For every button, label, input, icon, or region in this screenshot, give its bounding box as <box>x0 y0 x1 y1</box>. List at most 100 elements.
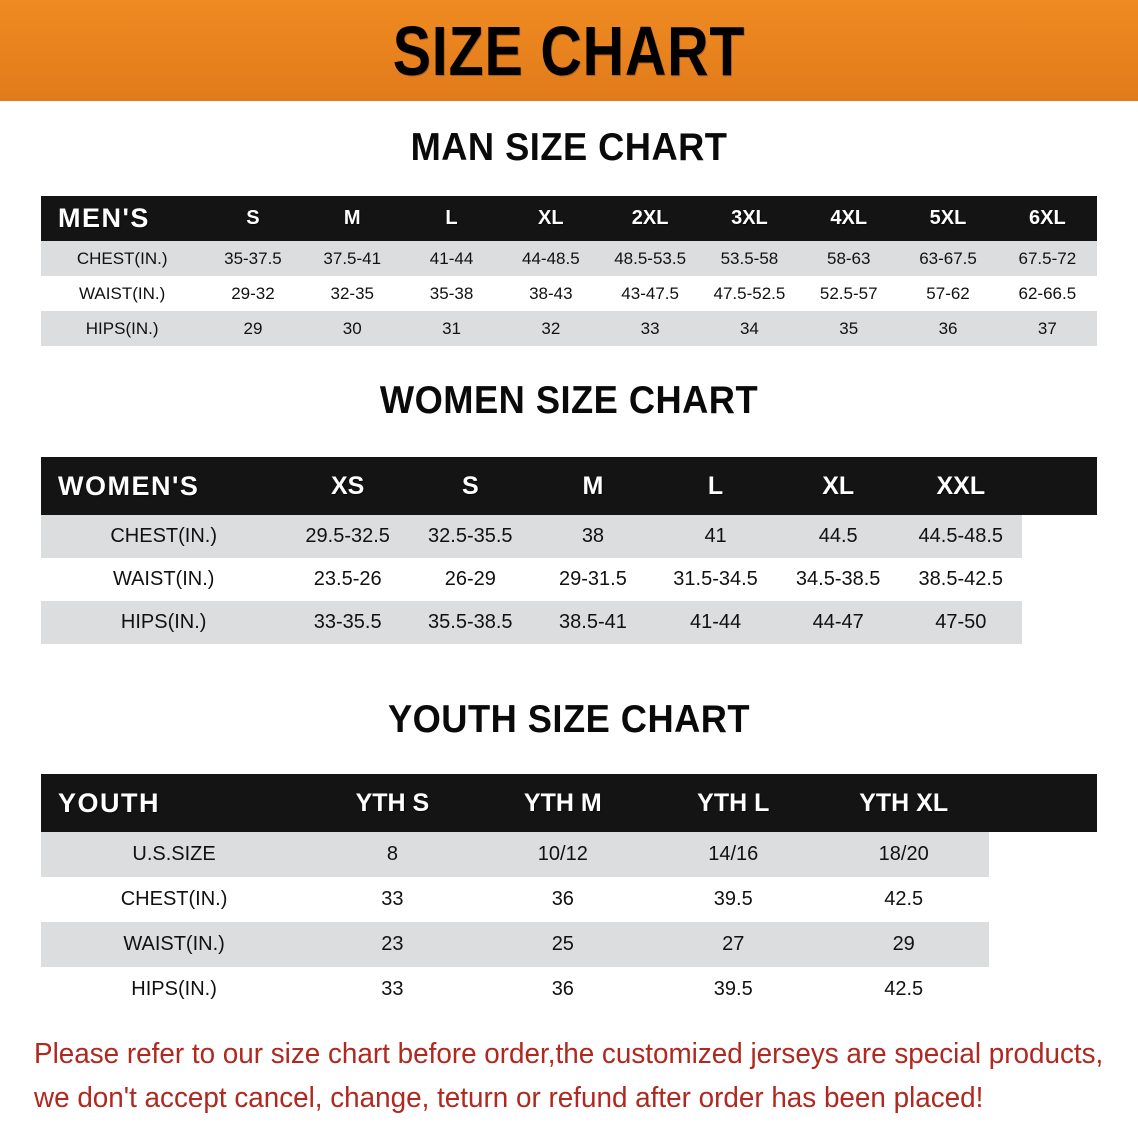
youth-cell-r3-c4: 29 <box>818 922 989 967</box>
women-cell-r2-c5: 34.5-38.5 <box>776 558 900 601</box>
women-size-table: WOMEN'S XS S M L XL XXL CHEST(IN.) 29.5-32.5 32.… <box>41 457 1097 644</box>
women-size-header-2: S <box>409 457 532 515</box>
man-row-label-3: HIPS(IN.) <box>41 311 204 346</box>
youth-cell-r3-c3: 27 <box>648 922 819 967</box>
youth-row-label-1: U.S.SIZE <box>41 832 308 877</box>
women-cell-r3-c4: 41-44 <box>654 601 777 644</box>
man-size-header-3: L <box>401 196 502 241</box>
women-cell-r3-c1: 33-35.5 <box>286 601 409 644</box>
youth-table-header: YOUTH YTH S YTH M YTH L YTH XL <box>41 774 1097 832</box>
man-cell-r2-c6: 47.5-52.5 <box>699 276 800 311</box>
women-cell-r3-c6: 47-50 <box>899 601 1023 644</box>
man-cell-r2-c9: 62-66.5 <box>997 276 1097 311</box>
women-table-corner-label: WOMEN'S <box>41 457 287 515</box>
youth-cell-r3-c2: 25 <box>477 922 649 967</box>
youth-size-table: YOUTH YTH S YTH M YTH L YTH XL U.S.SIZE 8 10/1… <box>41 774 1097 1012</box>
youth-size-header-4: YTH XL <box>818 774 989 832</box>
return-policy-line-1: Please refer to our size chart before or… <box>34 1038 1104 1070</box>
women-cell-r2-c1: 23.5-26 <box>286 558 409 601</box>
youth-header-row: YOUTH YTH S YTH M YTH L YTH XL <box>41 774 1097 832</box>
youth-cell-r3-c1: 23 <box>307 922 478 967</box>
man-table-row: CHEST(IN.) 35-37.5 37.5-41 41-44 44-48.5 48.5… <box>41 241 1097 276</box>
man-cell-r3-c7: 35 <box>799 311 899 346</box>
man-cell-r2-c4: 38-43 <box>501 276 601 311</box>
youth-cell-r1-c1: 8 <box>307 832 478 877</box>
women-cell-r1-c2: 32.5-35.5 <box>409 515 532 558</box>
women-section-title: WOMEN SIZE CHART <box>379 379 759 422</box>
youth-cell-r2-c1: 33 <box>307 877 478 922</box>
women-row-filler <box>1022 601 1097 644</box>
man-table-corner-label: MEN'S <box>41 196 204 241</box>
man-table-row: WAIST(IN.) 29-32 32-35 35-38 38-43 43-47.5 47.… <box>41 276 1097 311</box>
youth-row-filler <box>988 832 1097 877</box>
return-policy-line-2: we don't accept cancel, change, teturn o… <box>34 1082 984 1114</box>
women-table-body: CHEST(IN.) 29.5-32.5 32.5-35.5 38 41 44.5 44.5… <box>41 515 1097 644</box>
page-title: SIZE CHART <box>392 11 746 90</box>
man-size-header-6: 3XL <box>699 196 800 241</box>
man-cell-r1-c4: 44-48.5 <box>501 241 601 276</box>
man-cell-r1-c7: 58-63 <box>799 241 899 276</box>
women-cell-r2-c3: 29-31.5 <box>531 558 655 601</box>
youth-row-filler <box>988 877 1097 922</box>
women-table-row: CHEST(IN.) 29.5-32.5 32.5-35.5 38 41 44.5 44.5… <box>41 515 1097 558</box>
man-cell-r3-c6: 34 <box>699 311 800 346</box>
youth-row-filler <box>988 967 1097 1012</box>
man-size-header-8: 5XL <box>898 196 998 241</box>
women-size-header-4: L <box>654 457 777 515</box>
man-table-body: CHEST(IN.) 35-37.5 37.5-41 41-44 44-48.5 48.5… <box>41 241 1097 346</box>
man-cell-r2-c2: 32-35 <box>302 276 402 311</box>
women-row-label-2: WAIST(IN.) <box>41 558 287 601</box>
women-table-header: WOMEN'S XS S M L XL XXL <box>41 457 1097 515</box>
youth-size-header-3: YTH L <box>648 774 819 832</box>
youth-section-title: YOUTH SIZE CHART <box>387 698 751 741</box>
women-cell-r1-c5: 44.5 <box>776 515 900 558</box>
youth-table-row: U.S.SIZE 8 10/12 14/16 18/20 <box>41 832 1097 877</box>
youth-size-header-2: YTH M <box>477 774 649 832</box>
man-cell-r3-c2: 30 <box>302 311 402 346</box>
man-size-header-1: S <box>203 196 303 241</box>
man-cell-r1-c2: 37.5-41 <box>302 241 402 276</box>
youth-cell-r2-c3: 39.5 <box>648 877 819 922</box>
women-cell-r2-c6: 38.5-42.5 <box>899 558 1023 601</box>
man-cell-r3-c4: 32 <box>501 311 601 346</box>
youth-header-filler <box>988 774 1097 832</box>
man-cell-r2-c7: 52.5-57 <box>799 276 899 311</box>
return-policy-note: Please refer to our size chart before or… <box>34 1032 1104 1120</box>
man-cell-r1-c5: 48.5-53.5 <box>600 241 700 276</box>
women-size-header-6: XXL <box>899 457 1023 515</box>
youth-cell-r4-c4: 42.5 <box>818 967 989 1012</box>
women-cell-r1-c6: 44.5-48.5 <box>899 515 1023 558</box>
youth-cell-r1-c4: 18/20 <box>818 832 989 877</box>
youth-cell-r2-c2: 36 <box>477 877 649 922</box>
women-size-header-3: M <box>531 457 655 515</box>
women-cell-r1-c4: 41 <box>654 515 777 558</box>
women-row-label-1: CHEST(IN.) <box>41 515 287 558</box>
youth-row-label-3: WAIST(IN.) <box>41 922 308 967</box>
youth-row-label-2: CHEST(IN.) <box>41 877 308 922</box>
women-cell-r1-c1: 29.5-32.5 <box>286 515 409 558</box>
women-row-filler <box>1022 515 1097 558</box>
women-header-row: WOMEN'S XS S M L XL XXL <box>41 457 1097 515</box>
women-cell-r2-c4: 31.5-34.5 <box>654 558 777 601</box>
man-cell-r1-c3: 41-44 <box>401 241 502 276</box>
man-cell-r2-c3: 35-38 <box>401 276 502 311</box>
man-size-header-7: 4XL <box>799 196 899 241</box>
women-cell-r1-c3: 38 <box>531 515 655 558</box>
women-size-header-1: XS <box>286 457 409 515</box>
women-table-row: HIPS(IN.) 33-35.5 35.5-38.5 38.5-41 41-44 44-… <box>41 601 1097 644</box>
man-cell-r1-c6: 53.5-58 <box>699 241 800 276</box>
man-cell-r2-c8: 57-62 <box>898 276 998 311</box>
youth-cell-r4-c1: 33 <box>307 967 478 1012</box>
youth-table-row: HIPS(IN.) 33 36 39.5 42.5 <box>41 967 1097 1012</box>
women-cell-r3-c3: 38.5-41 <box>531 601 655 644</box>
women-cell-r2-c2: 26-29 <box>409 558 532 601</box>
youth-size-header-1: YTH S <box>307 774 478 832</box>
man-size-header-4: XL <box>501 196 601 241</box>
man-cell-r3-c3: 31 <box>401 311 502 346</box>
man-size-table: MEN'S S M L XL 2XL 3XL 4XL 5XL 6XL CHEST(IN.) 35-3… <box>41 196 1097 346</box>
man-cell-r1-c9: 67.5-72 <box>997 241 1097 276</box>
man-cell-r1-c1: 35-37.5 <box>203 241 303 276</box>
youth-cell-r4-c3: 39.5 <box>648 967 819 1012</box>
youth-table-row: CHEST(IN.) 33 36 39.5 42.5 <box>41 877 1097 922</box>
